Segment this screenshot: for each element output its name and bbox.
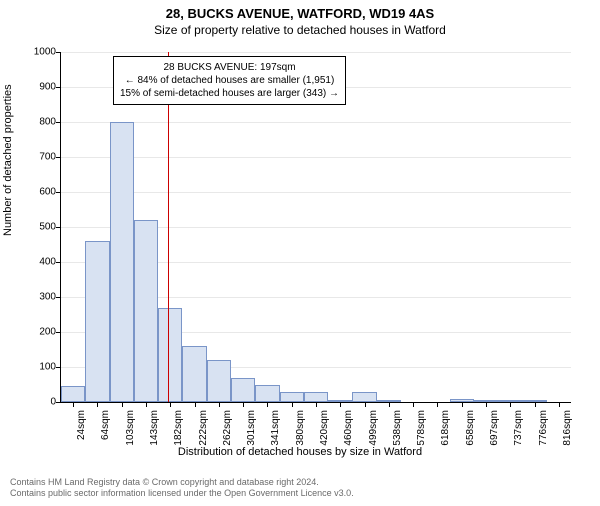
y-tick-mark bbox=[56, 227, 61, 228]
histogram-bar bbox=[158, 308, 182, 403]
gridline bbox=[61, 52, 571, 53]
plot-area: 0100200300400500600700800900100024sqm64s… bbox=[60, 52, 571, 403]
x-tick-mark bbox=[340, 402, 341, 407]
histogram-bar bbox=[61, 386, 85, 402]
y-tick-label: 500 bbox=[16, 222, 56, 233]
y-tick-label: 200 bbox=[16, 327, 56, 338]
histogram-bar bbox=[255, 385, 279, 403]
x-tick-mark bbox=[243, 402, 244, 407]
x-tick-mark bbox=[365, 402, 366, 407]
x-tick-mark bbox=[316, 402, 317, 407]
histogram-bar bbox=[207, 360, 231, 402]
histogram-bar bbox=[110, 122, 134, 402]
chart-title-main: 28, BUCKS AVENUE, WATFORD, WD19 4AS bbox=[0, 6, 600, 21]
histogram-bar bbox=[85, 241, 109, 402]
annotation-line-2: ← 84% of detached houses are smaller (1,… bbox=[120, 74, 339, 87]
gridline bbox=[61, 157, 571, 158]
gridline bbox=[61, 122, 571, 123]
y-tick-label: 600 bbox=[16, 187, 56, 198]
histogram-bar bbox=[134, 220, 158, 402]
y-tick-mark bbox=[56, 297, 61, 298]
annotation-box: 28 BUCKS AVENUE: 197sqm ← 84% of detache… bbox=[113, 56, 346, 105]
y-tick-mark bbox=[56, 157, 61, 158]
histogram-bar bbox=[280, 392, 304, 403]
y-tick-label: 800 bbox=[16, 117, 56, 128]
y-tick-mark bbox=[56, 332, 61, 333]
x-tick-mark bbox=[437, 402, 438, 407]
histogram-bar bbox=[182, 346, 206, 402]
y-tick-label: 0 bbox=[16, 397, 56, 408]
y-tick-label: 1000 bbox=[16, 47, 56, 58]
x-tick-mark bbox=[73, 402, 74, 407]
chart-title-sub: Size of property relative to detached ho… bbox=[0, 23, 600, 37]
y-tick-mark bbox=[56, 87, 61, 88]
x-tick-mark bbox=[559, 402, 560, 407]
gridline bbox=[61, 192, 571, 193]
histogram-bar bbox=[352, 392, 376, 403]
x-tick-mark bbox=[535, 402, 536, 407]
x-tick-mark bbox=[219, 402, 220, 407]
annotation-line-3: 15% of semi-detached houses are larger (… bbox=[120, 87, 339, 100]
y-tick-mark bbox=[56, 52, 61, 53]
y-tick-label: 100 bbox=[16, 362, 56, 373]
x-tick-mark bbox=[170, 402, 171, 407]
histogram-bar bbox=[231, 378, 255, 403]
x-tick-mark bbox=[486, 402, 487, 407]
x-tick-mark bbox=[510, 402, 511, 407]
y-tick-mark bbox=[56, 402, 61, 403]
y-tick-mark bbox=[56, 192, 61, 193]
y-tick-mark bbox=[56, 367, 61, 368]
footer-line-2: Contains public sector information licen… bbox=[10, 488, 590, 500]
y-tick-label: 900 bbox=[16, 82, 56, 93]
x-tick-mark bbox=[267, 402, 268, 407]
y-tick-label: 700 bbox=[16, 152, 56, 163]
histogram-bar bbox=[304, 392, 328, 403]
x-tick-mark bbox=[146, 402, 147, 407]
x-tick-mark bbox=[97, 402, 98, 407]
y-tick-mark bbox=[56, 122, 61, 123]
y-axis-label: Number of detached properties bbox=[2, 84, 14, 236]
x-tick-mark bbox=[462, 402, 463, 407]
x-axis-label: Distribution of detached houses by size … bbox=[0, 446, 600, 458]
footer-line-1: Contains HM Land Registry data © Crown c… bbox=[10, 477, 590, 489]
x-tick-mark bbox=[292, 402, 293, 407]
y-tick-mark bbox=[56, 262, 61, 263]
annotation-line-1: 28 BUCKS AVENUE: 197sqm bbox=[120, 61, 339, 74]
x-tick-mark bbox=[389, 402, 390, 407]
x-tick-mark bbox=[195, 402, 196, 407]
y-tick-label: 300 bbox=[16, 292, 56, 303]
x-tick-mark bbox=[413, 402, 414, 407]
x-tick-mark bbox=[122, 402, 123, 407]
footer: Contains HM Land Registry data © Crown c… bbox=[10, 477, 590, 500]
y-tick-label: 400 bbox=[16, 257, 56, 268]
